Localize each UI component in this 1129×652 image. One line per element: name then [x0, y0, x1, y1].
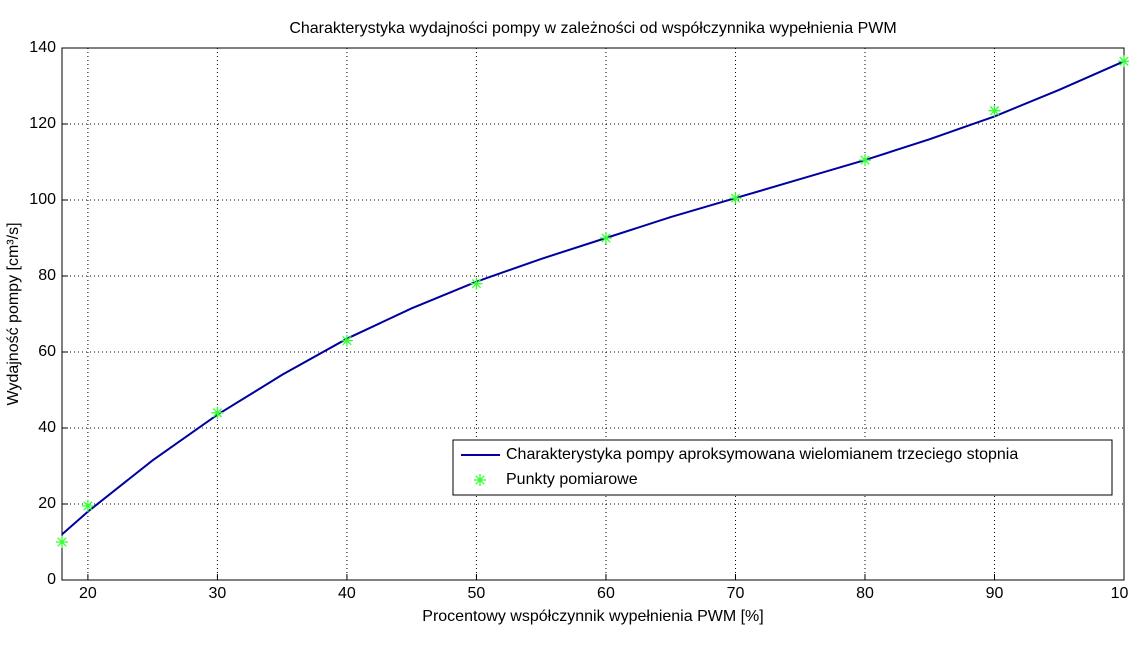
x-tick-label: 50: [468, 585, 486, 602]
x-tick-label: 100: [1111, 585, 1129, 602]
y-tick-label: 0: [47, 571, 56, 588]
plot-frame: [61, 47, 1125, 581]
legend: Charakterystyka pompy aproksymowana wiel…: [452, 439, 1113, 496]
marker: [988, 104, 1001, 117]
x-tick-label: 80: [856, 585, 874, 602]
x-tick-label: 70: [727, 585, 745, 602]
legend-label: Charakterystyka pompy aproksymowana wiel…: [506, 446, 1018, 463]
y-tick-label: 140: [29, 39, 56, 56]
y-tick-label: 60: [38, 343, 56, 360]
marker: [729, 192, 742, 205]
chart-title: Charakterystyka wydajności pompy w zależ…: [289, 20, 896, 37]
marker: [599, 232, 612, 244]
y-axis-label: Wydajność pompy [cm³/s]: [5, 222, 22, 405]
marker: [340, 334, 353, 347]
marker: [56, 536, 68, 548]
curve: [61, 60, 1125, 536]
y-tick-label: 120: [29, 115, 56, 132]
y-tick-label: 100: [29, 191, 56, 208]
legend-label: Punkty pomiarowe: [506, 471, 638, 488]
x-tick-label: 90: [986, 585, 1004, 602]
x-tick-label: 20: [79, 585, 97, 602]
legend-swatch: [474, 474, 486, 486]
y-tick-label: 20: [38, 495, 56, 512]
marker: [470, 277, 483, 290]
x-tick-label: 40: [338, 585, 356, 602]
x-axis-label: Procentowy współczynnik wypełnienia PWM …: [422, 608, 763, 625]
x-tick-label: 30: [209, 585, 227, 602]
legend-box: [452, 439, 1113, 496]
y-tick-label: 40: [38, 419, 56, 436]
y-tick-label: 80: [38, 267, 56, 284]
marker: [81, 499, 94, 512]
x-tick-label: 60: [597, 585, 615, 602]
marker: [858, 154, 871, 167]
marker: [211, 406, 224, 419]
marker: [1118, 55, 1129, 68]
